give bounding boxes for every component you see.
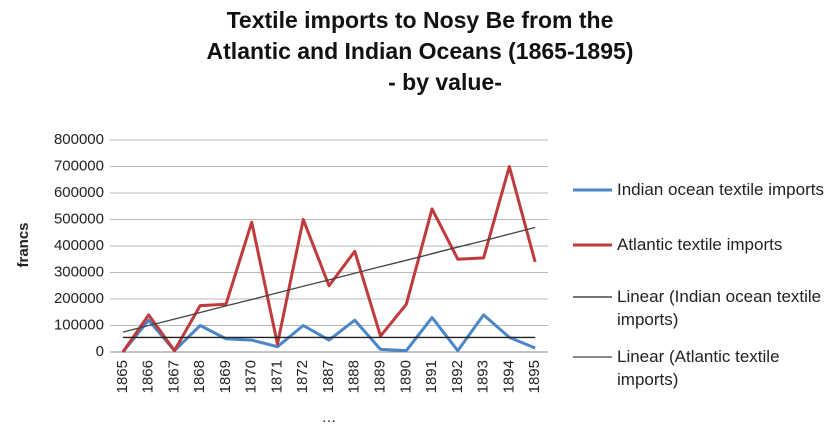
x-tick-label: 1888 — [346, 360, 363, 393]
y-axis-label: francs — [15, 222, 32, 267]
annotation: … — [322, 409, 337, 426]
legend-label: Linear (Indian ocean textile imports) — [617, 287, 822, 329]
x-tick-label: 1887 — [320, 360, 337, 393]
x-tick-label: 1867 — [165, 360, 182, 393]
y-tick-label: 200000 — [54, 290, 104, 307]
x-tick-label: 1872 — [294, 360, 311, 393]
series-line — [121, 165, 537, 353]
chart-title: Textile imports to Nosy Be from the — [227, 7, 614, 33]
x-tick-label: 1865 — [114, 360, 131, 393]
legend-label: Atlantic textile imports — [617, 235, 783, 254]
x-tick-label: 1892 — [449, 360, 466, 393]
x-tick-label: 1889 — [371, 360, 388, 393]
x-tick-label: 1895 — [526, 360, 543, 393]
x-tick-label: 1891 — [423, 360, 440, 393]
y-tick-label: 700000 — [54, 157, 104, 174]
series-line — [122, 226, 536, 333]
y-tick-label: 800000 — [54, 131, 104, 148]
y-tick-label: 400000 — [54, 237, 104, 254]
x-tick-label: 1866 — [140, 360, 157, 393]
y-tick-label: 300000 — [54, 263, 104, 280]
x-tick-label: 1869 — [217, 360, 234, 393]
chart-title: - by value- — [388, 69, 502, 95]
y-tick-label: 600000 — [54, 184, 104, 201]
x-tick-label: 1893 — [475, 360, 492, 393]
y-tick-label: 500000 — [54, 210, 104, 227]
x-tick-label: 1870 — [243, 360, 260, 393]
series-line — [121, 313, 536, 353]
legend-label: Linear (Atlantic textile imports) — [617, 347, 780, 389]
y-tick-label: 0 — [96, 343, 104, 360]
x-tick-label: 1868 — [191, 360, 208, 393]
chart-title: Atlantic and Indian Oceans (1865-1895) — [207, 38, 634, 64]
x-tick-label: 1890 — [397, 360, 414, 393]
y-tick-label: 100000 — [54, 316, 104, 333]
x-tick-label: 1871 — [268, 360, 285, 393]
x-tick-label: 1894 — [500, 360, 517, 393]
legend-label: Indian ocean textile imports — [617, 180, 824, 199]
